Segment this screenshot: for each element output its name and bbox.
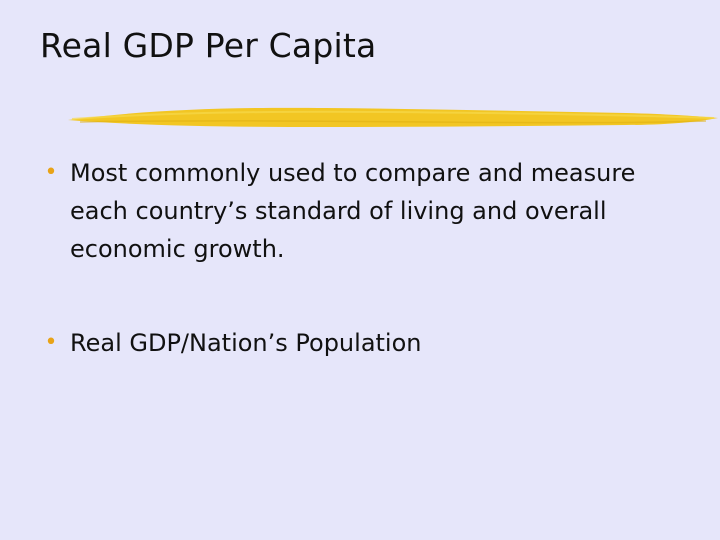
bullet-marker: •: [44, 160, 58, 185]
bullet-text: Most commonly used to compare and measur…: [70, 159, 636, 263]
bullet-marker: •: [44, 330, 58, 355]
bullet-list: • Most commonly used to compare and meas…: [40, 154, 680, 362]
title-underline: [68, 107, 718, 127]
bullet-item: • Most commonly used to compare and meas…: [40, 154, 680, 268]
slide-title: Real GDP Per Capita: [40, 26, 377, 65]
bullet-item: • Real GDP/Nation’s Population: [40, 324, 680, 362]
bullet-text: Real GDP/Nation’s Population: [70, 329, 422, 357]
